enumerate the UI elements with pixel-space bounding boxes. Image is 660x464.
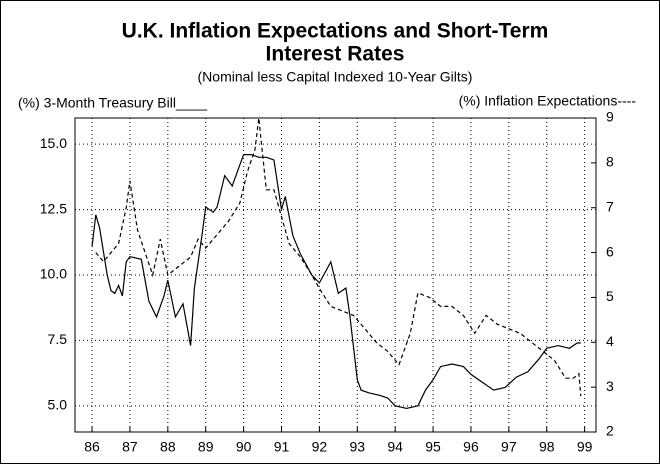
y-tick-label: 12.5: [40, 200, 67, 216]
series-line: [95, 117, 582, 397]
chart-subtitle: (Nominal less Capital Indexed 10-Year Gi…: [198, 69, 473, 85]
y-axis-label: (%) 3-Month Treasury Bill____: [18, 95, 207, 111]
x-tick-label: 86: [84, 439, 100, 455]
x-tick-label: 94: [387, 439, 403, 455]
y2-tick-label: 9: [606, 109, 614, 125]
x-tick-label: 96: [463, 439, 479, 455]
y-tick-label: 5.0: [48, 397, 68, 413]
y2-tick-label: 5: [606, 288, 614, 304]
x-tick-label: 88: [160, 439, 176, 455]
y2-tick-label: 3: [606, 378, 614, 394]
y2-tick-label: 8: [606, 154, 614, 170]
x-tick-label: 93: [349, 439, 365, 455]
x-tick-label: 98: [539, 439, 555, 455]
y2-tick-label: 4: [606, 333, 614, 349]
y2-tick-label: 6: [606, 243, 614, 259]
y-tick-label: 15.0: [40, 135, 67, 151]
x-tick-label: 92: [312, 439, 328, 455]
y-tick-label: 10.0: [40, 266, 67, 282]
x-tick-label: 89: [198, 439, 214, 455]
chart-title: U.K. Inflation Expectations and Short-Te…: [122, 20, 549, 43]
y2-tick-label: 7: [606, 198, 614, 214]
x-tick-label: 97: [501, 439, 517, 455]
series-line: [91, 154, 581, 410]
x-tick-label: 87: [122, 439, 138, 455]
chart-title: Interest Rates: [266, 43, 405, 66]
y2-tick-label: 2: [606, 423, 614, 439]
y-tick-label: 7.5: [48, 331, 68, 347]
x-tick-label: 90: [236, 439, 252, 455]
x-tick-label: 95: [425, 439, 441, 455]
y2-axis-label: (%) Inflation Expectations----: [459, 93, 637, 109]
x-tick-label: 99: [577, 439, 593, 455]
x-tick-label: 91: [274, 439, 290, 455]
